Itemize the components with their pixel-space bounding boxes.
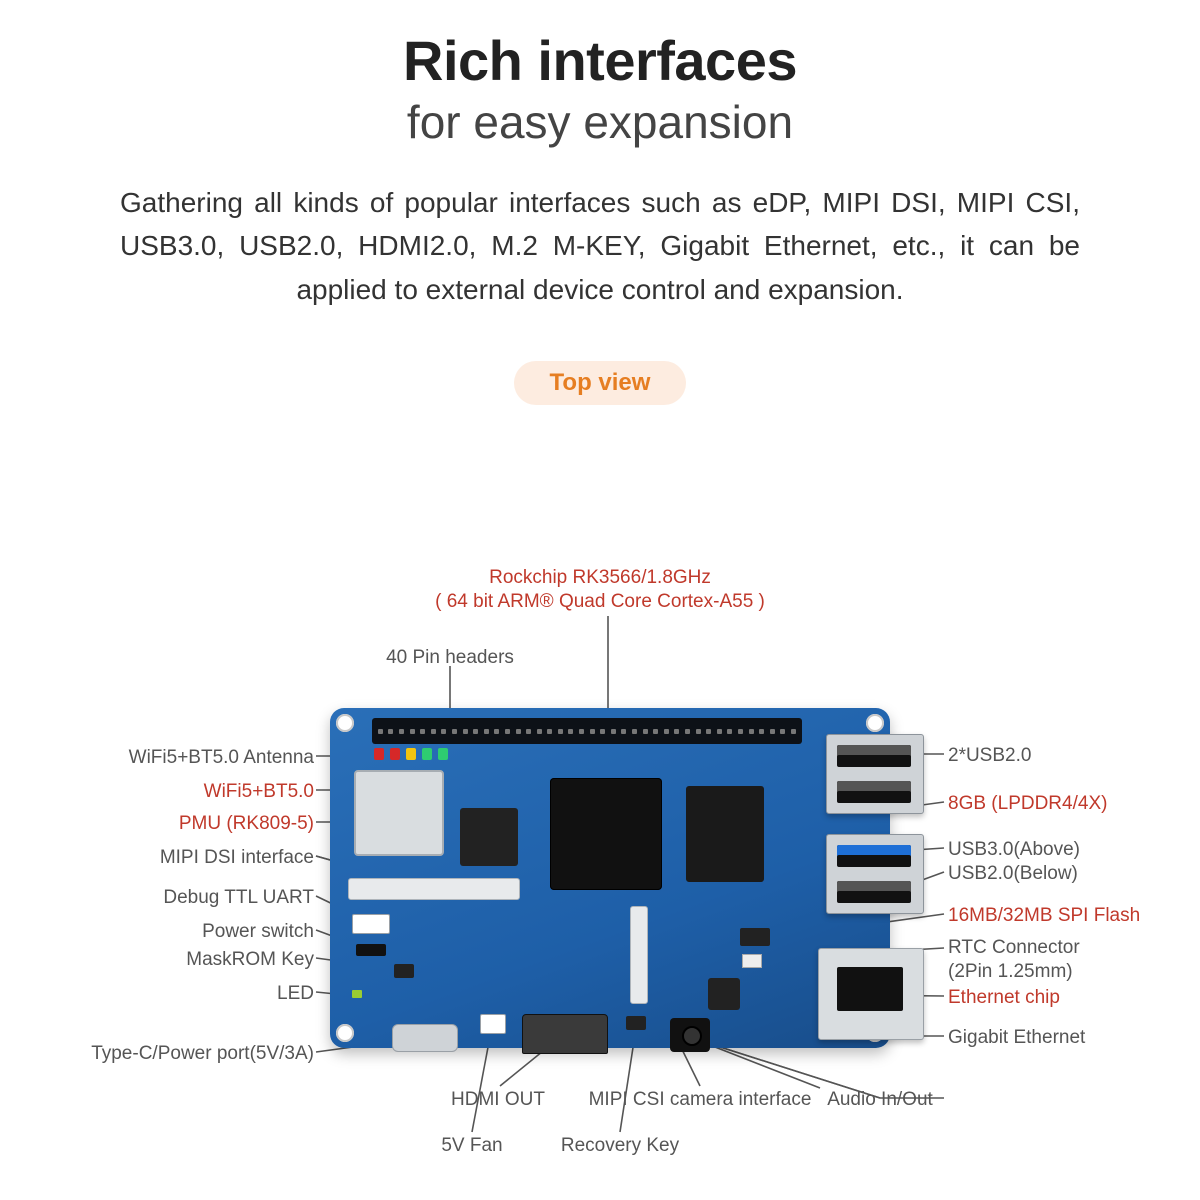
maskrom-button	[394, 964, 414, 978]
hdmi-port	[522, 1014, 608, 1054]
label-rtc: RTC Connector (2Pin 1.25mm)	[948, 936, 1080, 984]
usb-c-port	[392, 1024, 458, 1052]
soc-chip	[550, 778, 662, 890]
gpio-header	[372, 718, 802, 744]
power-switch	[356, 944, 386, 956]
label-usb2: 2*USB2.0	[948, 744, 1031, 768]
view-badge-wrap: Top view	[0, 361, 1200, 405]
pmu-chip	[460, 808, 518, 866]
audio-jack	[670, 1018, 710, 1052]
fan-header	[480, 1014, 506, 1034]
uart-header	[352, 914, 390, 934]
infographic-root: Rich interfaces for easy expansion Gathe…	[0, 28, 1200, 1200]
mipi-dsi-connector	[348, 878, 520, 900]
title-light: for easy expansion	[0, 95, 1200, 149]
label-hdmi: HDMI OUT	[438, 1088, 558, 1112]
recovery-button	[626, 1016, 646, 1030]
view-badge: Top view	[514, 361, 687, 405]
diagram-stage: Rockchip RK3566/1.8GHz ( 64 bit ARM® Qua…	[0, 548, 1200, 1200]
label-audio: Audio In/Out	[800, 1088, 960, 1112]
label-wifi: WiFi5+BT5.0	[204, 780, 314, 804]
label-ram: 8GB (LPDDR4/4X)	[948, 792, 1107, 816]
label-soc-line1: Rockchip RK3566/1.8GHz	[489, 567, 711, 588]
label-soc: Rockchip RK3566/1.8GHz ( 64 bit ARM® Qua…	[430, 566, 770, 614]
label-pin-header: 40 Pin headers	[370, 646, 530, 670]
label-rtc-line2: (2Pin 1.25mm)	[948, 960, 1080, 984]
label-typec: Type-C/Power port(5V/3A)	[91, 1042, 314, 1066]
heading-block: Rich interfaces for easy expansion	[0, 28, 1200, 149]
ethernet-rj45	[818, 948, 924, 1040]
label-rtc-line1: RTC Connector	[948, 937, 1080, 958]
label-recovery: Recovery Key	[550, 1134, 690, 1158]
description-paragraph: Gathering all kinds of popular interface…	[120, 181, 1080, 311]
pcb-board	[330, 708, 890, 1048]
ethernet-chip	[708, 978, 740, 1010]
label-usb3b: USB2.0(Below)	[948, 862, 1078, 886]
usb2-ports	[826, 734, 924, 814]
usb3-ports	[826, 834, 924, 914]
led-indicator	[352, 990, 362, 998]
label-maskrom: MaskROM Key	[186, 948, 314, 972]
label-pmu: PMU (RK809-5)	[179, 812, 314, 836]
status-leds	[374, 748, 448, 760]
label-usb3a: USB3.0(Above)	[948, 838, 1080, 862]
label-eth-chip: Ethernet chip	[948, 986, 1060, 1010]
mount-hole-icon	[336, 1024, 354, 1042]
mipi-csi-connector	[630, 906, 648, 1004]
label-power-switch: Power switch	[202, 920, 314, 944]
label-mipi-dsi: MIPI DSI interface	[160, 846, 314, 870]
label-gbe: Gigabit Ethernet	[948, 1026, 1085, 1050]
spi-flash-chip	[740, 928, 770, 946]
label-led: LED	[277, 982, 314, 1006]
wifi-module	[354, 770, 444, 856]
label-wifi-antenna: WiFi5+BT5.0 Antenna	[129, 746, 314, 770]
label-mipi-csi: MIPI CSI camera interface	[570, 1088, 830, 1112]
rtc-connector	[742, 954, 762, 968]
label-uart: Debug TTL UART	[163, 886, 314, 910]
ram-chip	[686, 786, 764, 882]
label-soc-line2: ( 64 bit ARM® Quad Core Cortex-A55 )	[430, 590, 770, 614]
title-bold: Rich interfaces	[0, 28, 1200, 93]
label-spi-flash: 16MB/32MB SPI Flash	[948, 904, 1140, 928]
label-5v-fan: 5V Fan	[432, 1134, 512, 1158]
